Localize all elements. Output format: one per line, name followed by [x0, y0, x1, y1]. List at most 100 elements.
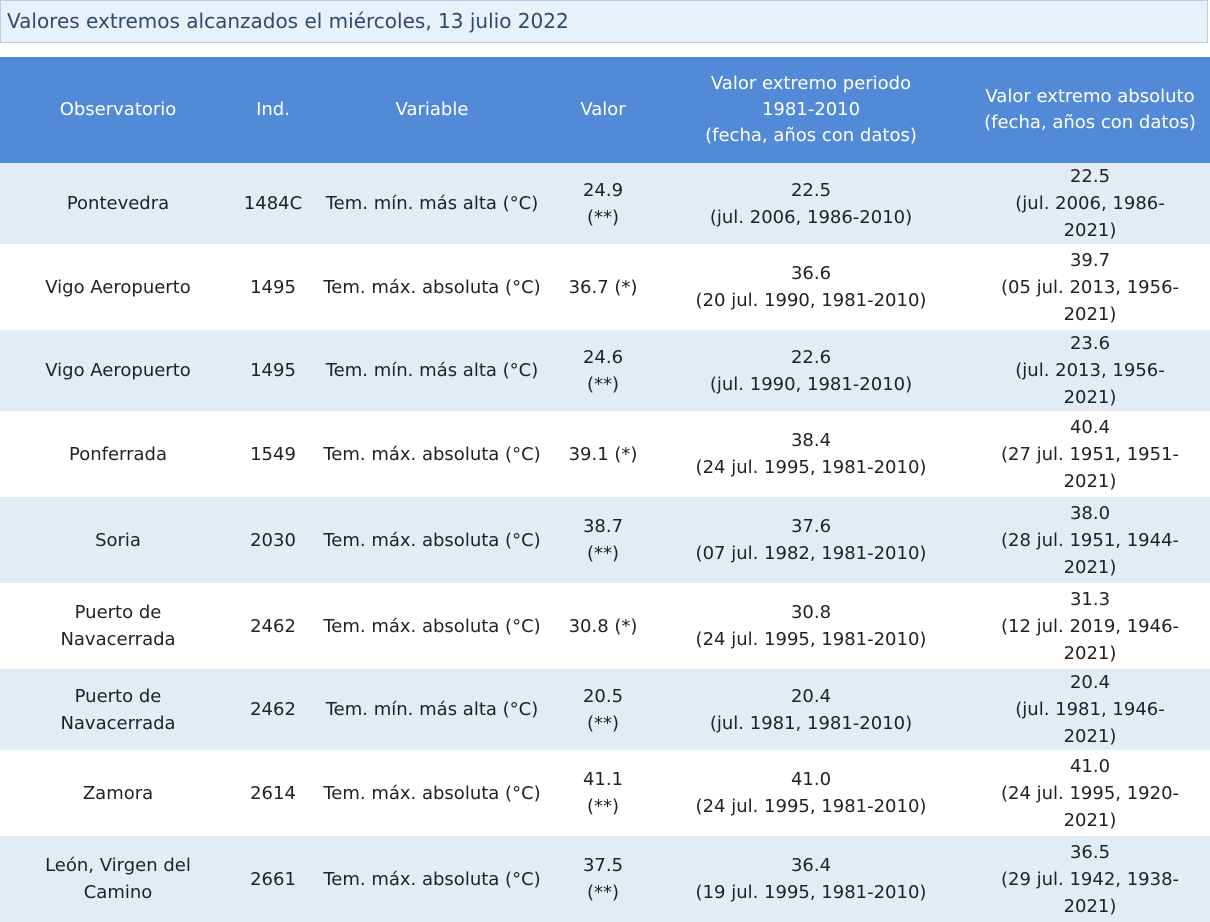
table-row: Puerto de Navacerrada 2462 Tem. mín. más a… — [0, 669, 1210, 750]
cell-ind: 1495 — [236, 330, 310, 411]
cell-absoluto: 38.0 (28 jul. 1951, 1944-2021) — [970, 497, 1210, 583]
cell-periodo: 38.4 (24 jul. 1995, 1981-2010) — [652, 411, 970, 497]
periodo-valor: 20.4 — [790, 685, 832, 707]
cell-absoluto: 20.4 (jul. 1981, 1946-2021) — [970, 669, 1210, 750]
valor-text: 37.5 (**) — [582, 855, 624, 903]
cell-valor: 36.7 (*) — [554, 244, 652, 330]
cell-absoluto: 36.5 (29 jul. 1942, 1938-2021) — [970, 836, 1210, 922]
header-periodo-title: Valor extremo periodo 1981-2010 — [710, 73, 912, 120]
valor-text: 24.9 (**) — [582, 179, 624, 228]
cell-observatorio: Pontevedra — [0, 163, 236, 244]
periodo-fecha: (07 jul. 1982, 1981-2010) — [695, 543, 927, 564]
valor-text: 24.6 (**) — [582, 346, 624, 395]
header-periodo-sub: (fecha, años con datos) — [705, 125, 917, 146]
cell-valor: 24.6 (**) — [554, 330, 652, 411]
cell-valor: 30.8 (*) — [554, 583, 652, 669]
cell-observatorio: Soria — [0, 497, 236, 583]
title-bar: Valores extremos alcanzados el miércoles… — [0, 0, 1208, 43]
cell-variable: Tem. máx. absoluta (°C) — [310, 244, 554, 330]
header-observatorio: Observatorio — [0, 57, 236, 163]
cell-observatorio: Zamora — [0, 750, 236, 836]
observatorio-text: Vigo Aeropuerto — [45, 276, 191, 298]
cell-absoluto: 23.6 (jul. 2013, 1956-2021) — [970, 330, 1210, 411]
valor-text: 30.8 (*) — [568, 615, 638, 637]
table-row: León, Virgen del Camino 2661 Tem. máx. abs… — [0, 836, 1210, 922]
cell-ind: 2614 — [236, 750, 310, 836]
cell-absoluto: 31.3 (12 jul. 2019, 1946-2021) — [970, 583, 1210, 669]
observatorio-text: Vigo Aeropuerto — [45, 360, 191, 381]
absoluto-valor: 40.4 — [1069, 416, 1111, 438]
cell-variable: Tem. mín. más alta (°C) — [310, 330, 554, 411]
periodo-valor: 30.8 — [790, 602, 832, 623]
periodo-valor: 22.5 — [790, 179, 832, 201]
absoluto-fecha: (24 jul. 1995, 1920-2021) — [1000, 782, 1180, 831]
periodo-fecha: (jul. 2006, 1986-2010) — [709, 206, 913, 228]
cell-observatorio: León, Virgen del Camino — [0, 836, 236, 922]
observatorio-text: Ponferrada — [68, 443, 167, 465]
periodo-valor: 36.4 — [790, 855, 832, 876]
absoluto-valor: 23.6 — [1069, 333, 1111, 354]
periodo-fecha: (24 jul. 1995, 1981-2010) — [695, 629, 927, 650]
absoluto-valor: 22.5 — [1069, 166, 1111, 187]
cell-observatorio: Puerto de Navacerrada — [0, 583, 236, 669]
periodo-valor: 41.0 — [790, 769, 832, 790]
valor-text: 20.5 (**) — [582, 685, 624, 734]
cell-periodo: 36.6 (20 jul. 1990, 1981-2010) — [652, 244, 970, 330]
valor-text: 41.1 (**) — [582, 769, 624, 817]
cell-valor: 20.5 (**) — [554, 669, 652, 750]
cell-ind: 2030 — [236, 497, 310, 583]
cell-variable: Tem. mín. más alta (°C) — [310, 163, 554, 244]
cell-ind: 2462 — [236, 583, 310, 669]
absoluto-fecha: (jul. 1981, 1946-2021) — [1015, 699, 1165, 747]
table-row: Vigo Aeropuerto 1495 Tem. mín. más alta (°… — [0, 330, 1210, 411]
absoluto-valor: 41.0 — [1069, 755, 1111, 777]
observatorio-text: Zamora — [82, 782, 154, 804]
cell-variable: Tem. mín. más alta (°C) — [310, 669, 554, 750]
observatorio-text: Pontevedra — [66, 193, 170, 214]
valor-text: 39.1 (*) — [568, 443, 638, 465]
absoluto-fecha: (27 jul. 1951, 1951-2021) — [1000, 443, 1180, 492]
cell-ind: 2462 — [236, 669, 310, 750]
header-absoluto: Valor extremo absoluto (fecha, años con … — [970, 57, 1210, 163]
periodo-fecha: (jul. 1990, 1981-2010) — [709, 373, 913, 395]
header-ind: Ind. — [236, 57, 310, 163]
cell-variable: Tem. máx. absoluta (°C) — [310, 836, 554, 922]
cell-valor: 39.1 (*) — [554, 411, 652, 497]
table-row: Puerto de Navacerrada 2462 Tem. máx. absol… — [0, 583, 1210, 669]
absoluto-fecha: (28 jul. 1951, 1944-2021) — [1000, 529, 1180, 578]
header-variable: Variable — [310, 57, 554, 163]
periodo-fecha: (24 jul. 1995, 1981-2010) — [695, 796, 927, 817]
cell-variable: Tem. máx. absoluta (°C) — [310, 497, 554, 583]
observatorio-text: León, Virgen del Camino — [45, 855, 191, 903]
absoluto-valor: 39.7 — [1069, 249, 1111, 271]
extremes-table: Observatorio Ind. Variable Valor Valor e… — [0, 57, 1210, 922]
header-periodo: Valor extremo periodo 1981-2010 (fecha, … — [652, 57, 970, 163]
periodo-valor: 38.4 — [790, 430, 832, 451]
table-row: Zamora 2614 Tem. máx. absoluta (°C) 41.1 (*… — [0, 750, 1210, 836]
cell-periodo: 30.8 (24 jul. 1995, 1981-2010) — [652, 583, 970, 669]
cell-observatorio: Ponferrada — [0, 411, 236, 497]
table-row: Ponferrada 1549 Tem. máx. absoluta (°C) 39.… — [0, 411, 1210, 497]
periodo-valor: 22.6 — [790, 346, 832, 368]
page-title: Valores extremos alcanzados el miércoles… — [7, 9, 569, 33]
cell-ind: 1495 — [236, 244, 310, 330]
cell-periodo: 36.4 (19 jul. 1995, 1981-2010) — [652, 836, 970, 922]
cell-absoluto: 40.4 (27 jul. 1951, 1951-2021) — [970, 411, 1210, 497]
absoluto-fecha: (jul. 2006, 1986-2021) — [1015, 193, 1165, 241]
cell-ind: 1549 — [236, 411, 310, 497]
absoluto-valor: 20.4 — [1069, 672, 1111, 693]
table-row: Pontevedra 1484C Tem. mín. más alta (°C) 24… — [0, 163, 1210, 244]
periodo-fecha: (19 jul. 1995, 1981-2010) — [695, 882, 927, 903]
cell-observatorio: Vigo Aeropuerto — [0, 244, 236, 330]
cell-periodo: 20.4 (jul. 1981, 1981-2010) — [652, 669, 970, 750]
cell-variable: Tem. máx. absoluta (°C) — [310, 411, 554, 497]
table-row: Vigo Aeropuerto 1495 Tem. máx. absoluta (°… — [0, 244, 1210, 330]
absoluto-valor: 38.0 — [1069, 502, 1111, 524]
cell-absoluto: 22.5 (jul. 2006, 1986-2021) — [970, 163, 1210, 244]
observatorio-text: Soria — [95, 529, 141, 551]
cell-valor: 24.9 (**) — [554, 163, 652, 244]
cell-ind: 1484C — [236, 163, 310, 244]
periodo-valor: 36.6 — [790, 263, 832, 284]
cell-periodo: 41.0 (24 jul. 1995, 1981-2010) — [652, 750, 970, 836]
valor-text: 36.7 (*) — [568, 276, 638, 298]
